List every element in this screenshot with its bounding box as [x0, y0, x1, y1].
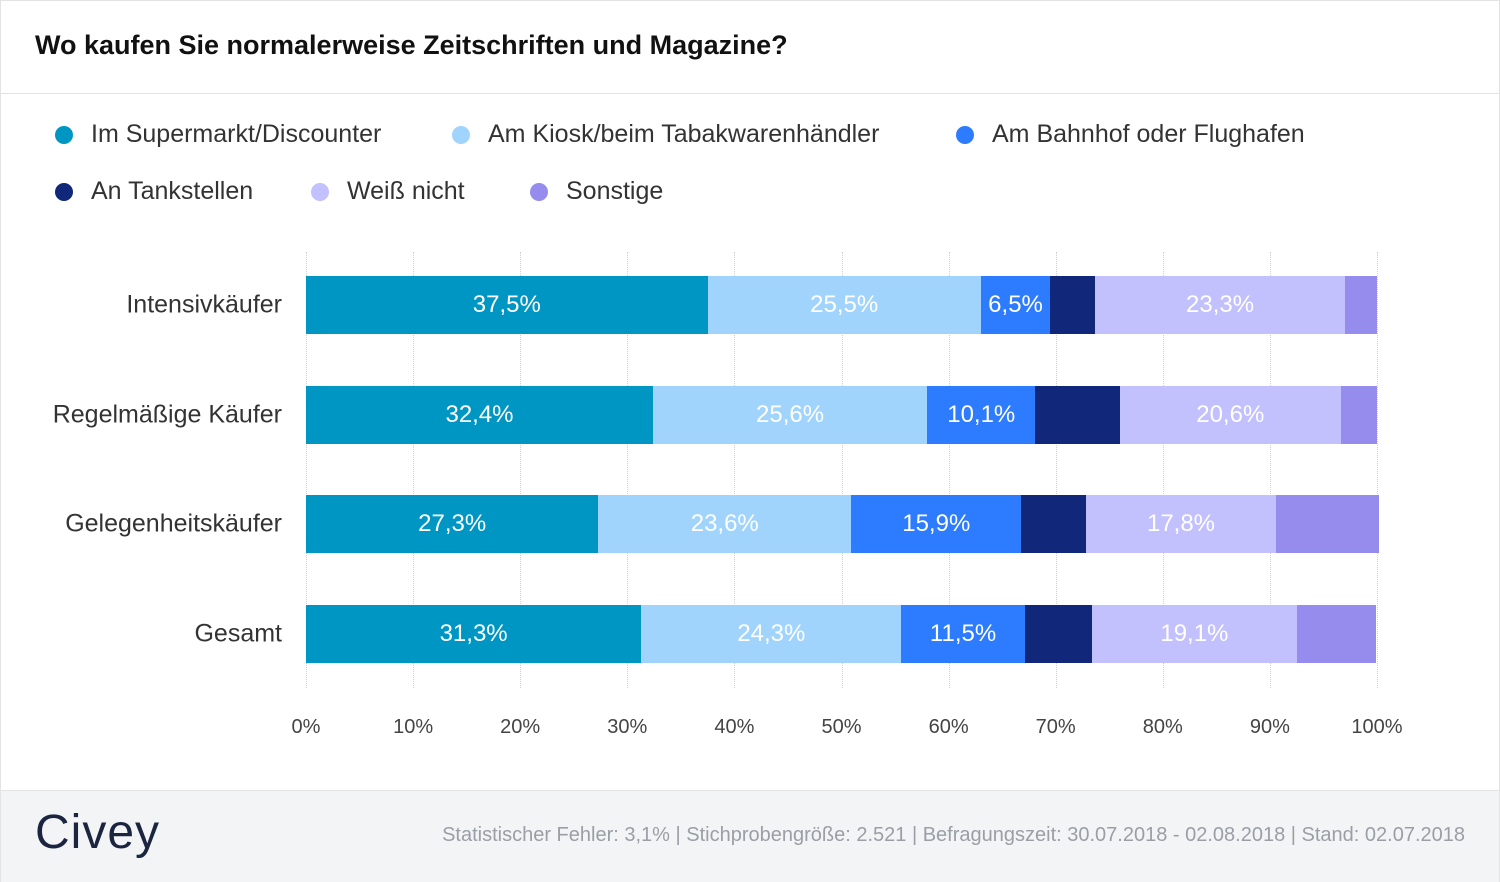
x-tick-label: 10% — [393, 716, 434, 738]
bar-segment — [1276, 495, 1380, 553]
legend-label: Sonstige — [566, 177, 664, 205]
gridline — [520, 252, 522, 688]
bar-segment: 11,5% — [901, 605, 1025, 663]
bar-segment: 32,4% — [306, 386, 653, 444]
bar-segment — [1021, 495, 1086, 553]
legend-label: Am Bahnhof oder Flughafen — [992, 120, 1305, 148]
gridline — [841, 252, 843, 688]
chart-header: Wo kaufen Sie normalerweise Zeitschrifte… — [0, 0, 1500, 94]
gridline — [413, 252, 415, 688]
data-label: 10,1% — [947, 401, 1016, 428]
data-label: 31,3% — [439, 620, 508, 647]
bar-segment — [1024, 605, 1093, 663]
gridline — [734, 252, 736, 688]
data-label: 32,4% — [445, 401, 514, 428]
x-tick-label: 30% — [607, 716, 648, 738]
bar-segment — [1344, 276, 1377, 334]
gridline — [1269, 252, 1271, 688]
category-label: Regelmäßige Käufer — [52, 400, 282, 429]
bar-segment: 15,9% — [851, 495, 1022, 553]
bar-segment — [1035, 386, 1120, 444]
bar-segment: 23,6% — [598, 495, 852, 553]
data-label: 24,3% — [737, 620, 806, 647]
data-label: 15,9% — [902, 510, 971, 537]
x-tick-label: 90% — [1249, 716, 1290, 738]
legend-marker — [956, 125, 974, 144]
data-label: 37,5% — [472, 291, 541, 318]
legend-item: An Tankstellen — [55, 177, 253, 206]
category-label: Gesamt — [194, 619, 282, 648]
bar-segment: 19,1% — [1092, 605, 1297, 663]
legend-item: Im Supermarkt/Discounter — [55, 120, 381, 149]
bar-segment: 6,5% — [980, 276, 1051, 334]
legend-item: Sonstige — [530, 177, 663, 206]
bar-segment: 31,3% — [306, 605, 642, 663]
bar-segment: 27,3% — [306, 495, 599, 553]
legend-item: Am Kiosk/beim Tabakwarenhändler — [452, 120, 879, 149]
bar-segment: 24,3% — [641, 605, 902, 663]
legend-label: Am Kiosk/beim Tabakwarenhändler — [488, 120, 880, 148]
data-label: 6,5% — [988, 291, 1043, 318]
bar-segment: 20,6% — [1119, 386, 1341, 444]
data-label: 25,6% — [756, 401, 825, 428]
bar-segment — [1050, 276, 1096, 334]
data-label: 19,1% — [1160, 620, 1229, 647]
bar-segment: 23,3% — [1095, 276, 1345, 334]
bar-segment — [1340, 386, 1377, 444]
x-tick-label: 60% — [928, 716, 969, 738]
chart-title: Wo kaufen Sie normalerweise Zeitschrifte… — [35, 30, 788, 60]
legend-label: An Tankstellen — [91, 177, 254, 205]
legend-item: Am Bahnhof oder Flughafen — [956, 120, 1305, 149]
bar-segment — [1296, 605, 1376, 663]
data-label: 23,6% — [690, 510, 759, 537]
legend-marker — [452, 125, 470, 144]
data-label: 17,8% — [1146, 510, 1216, 537]
bar-segment: 37,5% — [306, 276, 708, 334]
plot-area: 0% 10% 20% 30% 40% 50% 60% 70% 80% 90% 100% Intensi… — [52, 252, 1403, 738]
x-tick-label: 100% — [1351, 716, 1403, 738]
bar-segment: 25,6% — [653, 386, 928, 444]
data-label: 11,5% — [929, 620, 997, 647]
gridline — [306, 252, 307, 688]
data-label: 20,6% — [1196, 401, 1265, 428]
x-tick-label: 70% — [1035, 716, 1076, 738]
category-label: Gelegenheitskäufer — [65, 509, 282, 538]
x-tick-label: 80% — [1142, 716, 1183, 738]
gridline — [1162, 252, 1164, 688]
bar-segment: 17,8% — [1085, 495, 1277, 553]
civey-logo: Civey — [35, 806, 161, 859]
bar-segment: 25,5% — [707, 276, 981, 334]
footer: Civey Statistischer Fehler: 3,1% | Stich… — [1, 790, 1499, 882]
legend-label: Im Supermarkt/Discounter — [91, 120, 382, 148]
data-label: 23,3% — [1186, 291, 1255, 318]
category-label: Intensivkäufer — [126, 290, 282, 319]
legend-label: Weiß nicht — [347, 177, 465, 205]
gridline — [1377, 252, 1378, 688]
survey-meta: Statistischer Fehler: 3,1% | Stichproben… — [442, 824, 1465, 846]
x-tick-label: 20% — [500, 716, 541, 738]
legend-item: Weiß nicht — [311, 177, 465, 206]
x-tick-label: 40% — [714, 716, 755, 738]
data-label: 25,5% — [810, 291, 879, 318]
legend-marker — [55, 182, 73, 201]
gridline — [1055, 252, 1057, 688]
gridline — [627, 252, 629, 688]
legend-marker — [530, 182, 548, 201]
gridline — [948, 252, 950, 688]
bar-segment: 10,1% — [927, 386, 1036, 444]
x-tick-label: 50% — [821, 716, 862, 738]
legend-marker — [55, 125, 73, 144]
legend-marker — [311, 182, 329, 201]
x-tick-label: 0% — [291, 716, 321, 738]
data-label: 27,3% — [418, 510, 487, 537]
